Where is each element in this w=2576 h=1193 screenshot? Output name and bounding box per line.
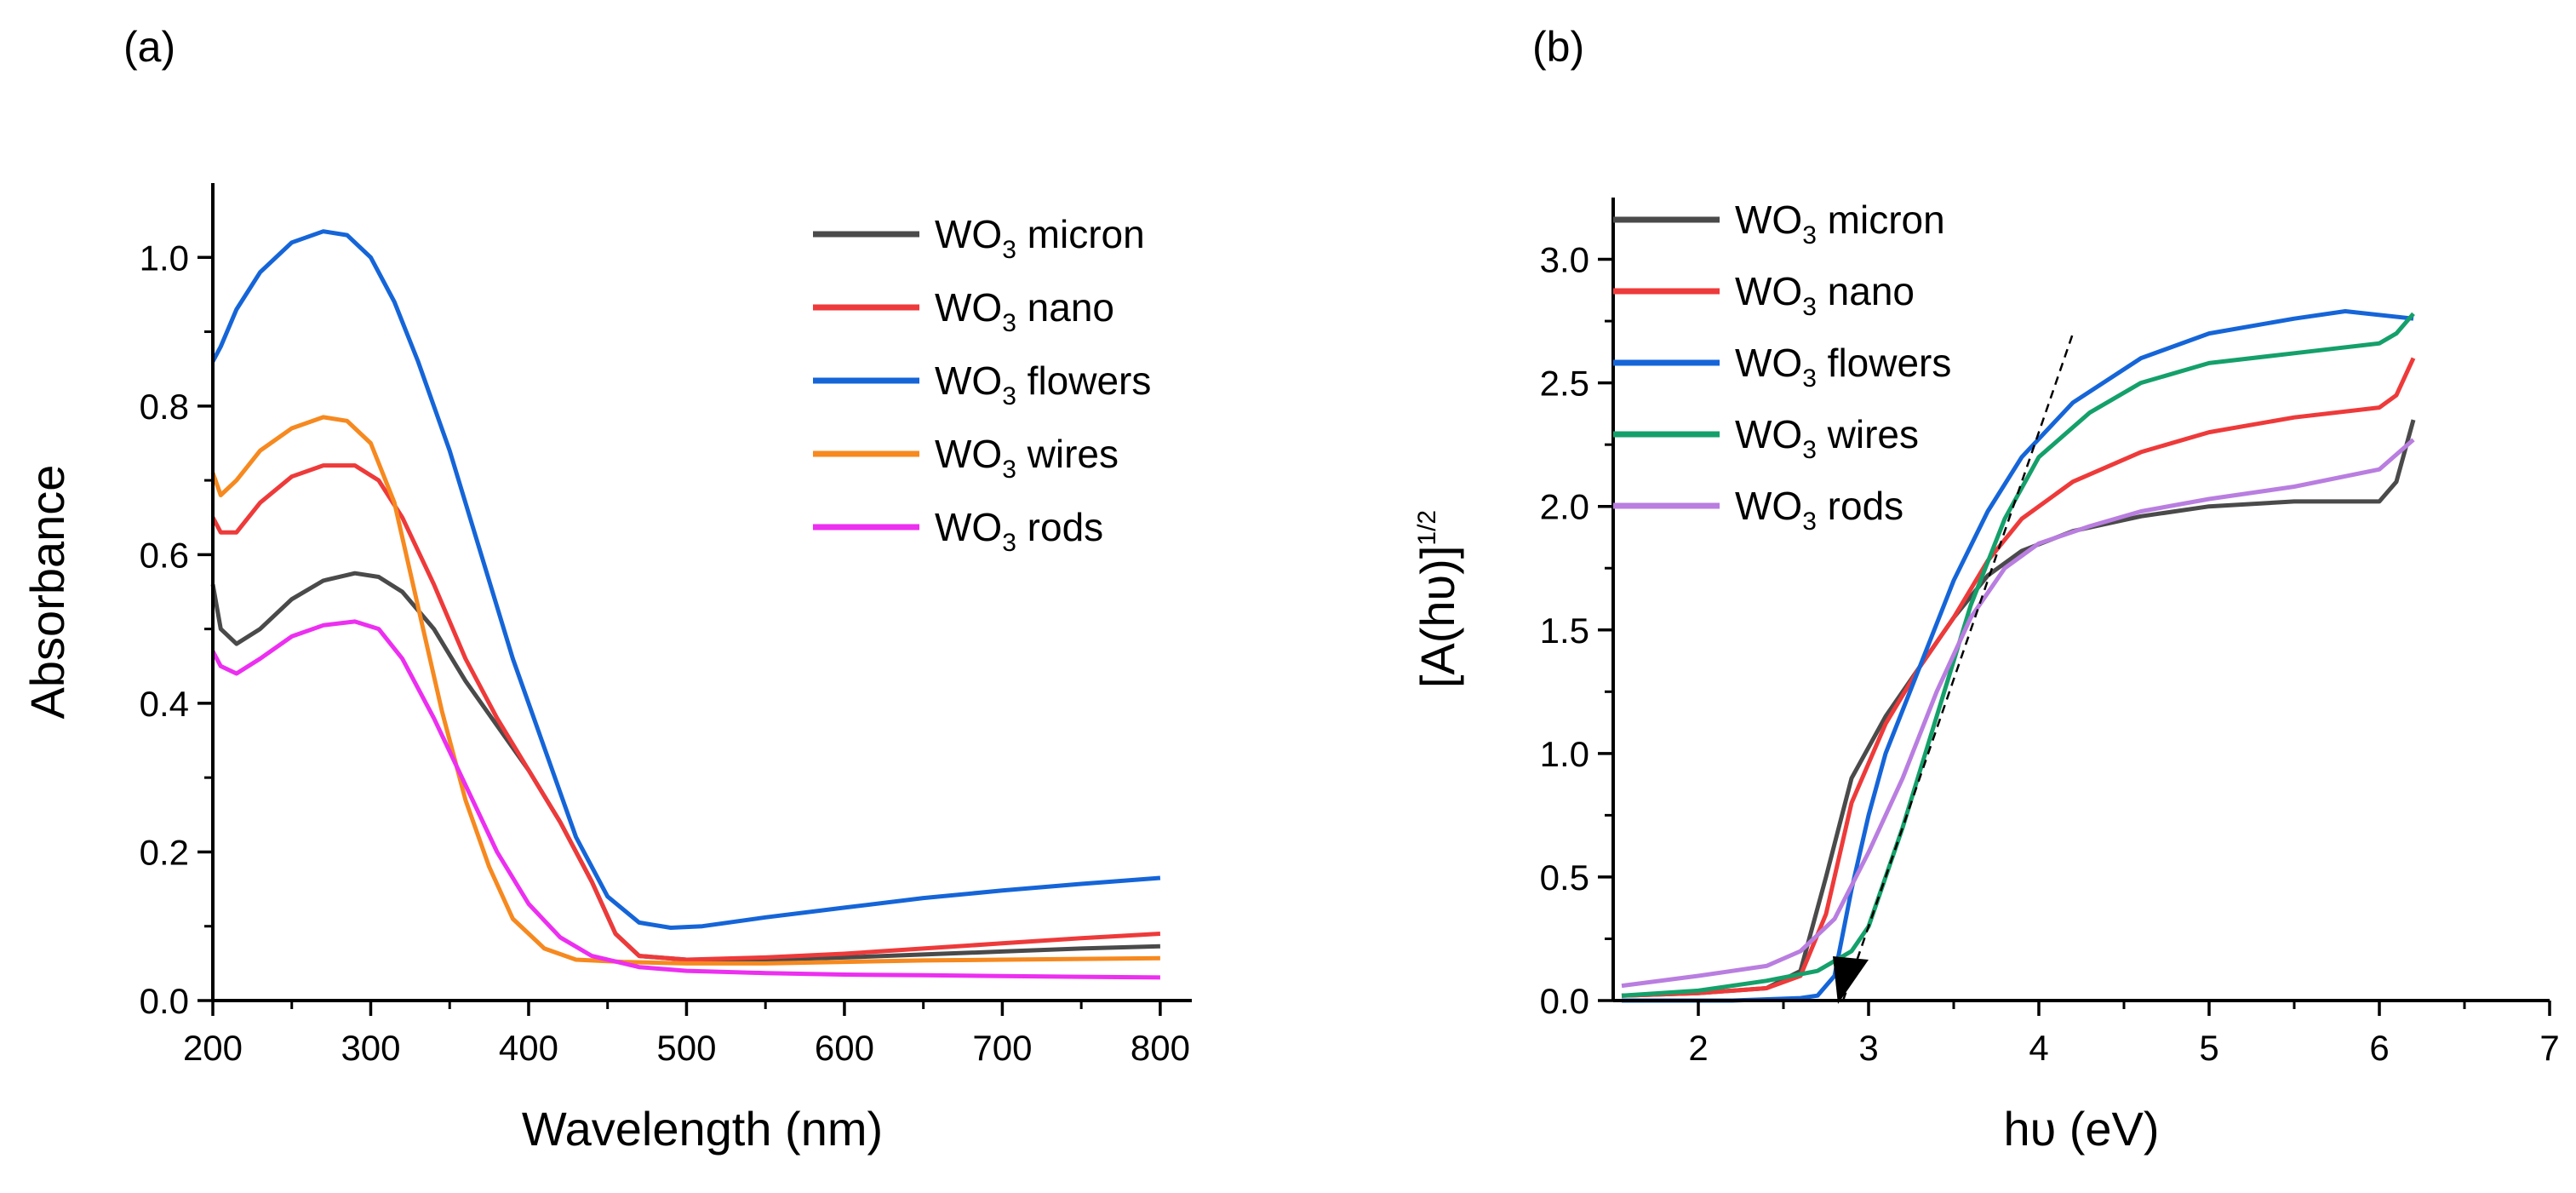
- x-tick-label: 500: [656, 1028, 716, 1068]
- legend-label: WO3 wires: [1735, 412, 1919, 464]
- legend-label: WO3 rods: [935, 505, 1103, 557]
- legend-label-subscript: 3: [1802, 508, 1817, 536]
- legend-label-suffix: rods: [1016, 505, 1103, 549]
- y-tick-label: 0.6: [140, 535, 189, 575]
- y-tick-label: 1.0: [1540, 734, 1589, 774]
- x-tick-label: 3: [1858, 1028, 1878, 1068]
- panel-label: (a): [123, 23, 175, 71]
- tangent-line: [1841, 333, 2075, 1001]
- legend-label-suffix: flowers: [1016, 358, 1151, 403]
- legend-label-base: WO: [1735, 341, 1802, 385]
- y-tick-label: 0.0: [140, 981, 189, 1021]
- y-axis-title: [A(hυ)]1/2: [1411, 510, 1464, 688]
- legend-label-base: WO: [935, 432, 1002, 476]
- legend-label-base: WO: [935, 358, 1002, 403]
- legend-label: WO3 micron: [935, 212, 1145, 264]
- y-tick-label: 0.5: [1540, 857, 1589, 898]
- series-line-wo3-wires: [1621, 312, 2415, 998]
- series-line-wo3-rods: [1621, 438, 2415, 989]
- x-tick-label: 7: [2539, 1028, 2559, 1068]
- x-axis-title: hυ (eV): [2003, 1102, 2159, 1156]
- legend-label-base: WO: [1735, 484, 1802, 528]
- y-tick-label: 1.0: [140, 238, 189, 278]
- y-tick-label: 1.5: [1540, 611, 1589, 651]
- y-axis-title: Absorbance: [20, 465, 74, 720]
- legend-label: WO3 flowers: [935, 358, 1151, 410]
- legend-label-suffix: micron: [1016, 212, 1145, 256]
- y-tick-label: 0.0: [1540, 981, 1589, 1021]
- y-axis-title-main: [A(hυ)]: [1411, 546, 1464, 689]
- legend-label-subscript: 3: [1802, 221, 1817, 249]
- legend-label-base: WO: [935, 212, 1002, 256]
- legend-label: WO3 nano: [1735, 269, 1915, 321]
- series-line-wo3-micron: [210, 571, 1160, 962]
- legend-label: WO3 rods: [1735, 484, 1903, 536]
- legend-label-base: WO: [1735, 269, 1802, 313]
- series-line-wo3-flowers: [1622, 309, 2414, 1003]
- legend-label-suffix: wires: [1016, 432, 1119, 476]
- chart-panel-1: (b) 2 3 4 5 6 7 0.0 0.5 1.0 1.5 2.0 2.5 3.0 hυ (eV) [A(…: [1411, 23, 2560, 1156]
- chart-panel-0: (a) 200 300 400 500 600 700 800 0.0 0.2 0.4 0.6 0.8 1…: [20, 23, 1192, 1156]
- arrow-head: [1833, 956, 1869, 1004]
- legend-label-subscript: 3: [1002, 236, 1016, 264]
- legend-label-base: WO: [935, 285, 1002, 330]
- x-tick-label: 6: [2369, 1028, 2389, 1068]
- series-line-wo3-nano: [210, 463, 1161, 962]
- x-tick-label: 300: [341, 1028, 400, 1068]
- legend-label: WO3 flowers: [1735, 341, 1951, 393]
- y-tick-label: 2.0: [1540, 487, 1589, 527]
- y-tick-label: 0.4: [140, 684, 189, 724]
- x-tick-label: 800: [1131, 1028, 1190, 1068]
- x-tick-label: 200: [183, 1028, 243, 1068]
- x-tick-label: 600: [815, 1028, 874, 1068]
- x-tick-label: 4: [2029, 1028, 2048, 1068]
- legend-label-suffix: rods: [1817, 484, 1903, 528]
- series-line-wo3-nano: [1621, 357, 2416, 998]
- legend-label: WO3 nano: [935, 285, 1114, 337]
- series-line-wo3-rods: [210, 619, 1160, 980]
- legend-label-subscript: 3: [1002, 309, 1016, 337]
- y-tick-label: 0.2: [140, 832, 189, 872]
- legend-label-suffix: nano: [1817, 269, 1915, 313]
- legend-label-suffix: wires: [1817, 412, 1919, 456]
- y-axis-title-sup: 1/2: [1413, 510, 1441, 546]
- legend-label-subscript: 3: [1802, 293, 1817, 321]
- legend-label-subscript: 3: [1002, 456, 1016, 484]
- y-tick-label: 2.5: [1540, 364, 1589, 404]
- legend-label-suffix: flowers: [1817, 341, 1951, 385]
- legend-label-suffix: micron: [1817, 198, 1945, 242]
- legend-label-base: WO: [1735, 198, 1802, 242]
- legend-label: WO3 micron: [1735, 198, 1945, 249]
- x-axis-title: Wavelength (nm): [522, 1102, 883, 1156]
- series-line-wo3-flowers: [210, 229, 1161, 930]
- legend-label-subscript: 3: [1002, 382, 1016, 410]
- y-tick-label: 0.8: [140, 387, 189, 427]
- y-tick-label: 3.0: [1540, 240, 1589, 280]
- series-line-wo3-wires: [210, 415, 1160, 966]
- legend-label-suffix: nano: [1016, 285, 1114, 330]
- legend-label-base: WO: [1735, 412, 1802, 456]
- legend-label-subscript: 3: [1802, 436, 1817, 464]
- legend-label-subscript: 3: [1002, 529, 1016, 557]
- legend-label: WO3 wires: [935, 432, 1119, 484]
- legend-label-base: WO: [935, 505, 1002, 549]
- panel-label: (b): [1532, 23, 1584, 71]
- x-tick-label: 700: [972, 1028, 1032, 1068]
- x-tick-label: 5: [2199, 1028, 2218, 1068]
- x-tick-label: 2: [1688, 1028, 1708, 1068]
- legend-label-subscript: 3: [1802, 364, 1817, 393]
- x-tick-label: 400: [499, 1028, 558, 1068]
